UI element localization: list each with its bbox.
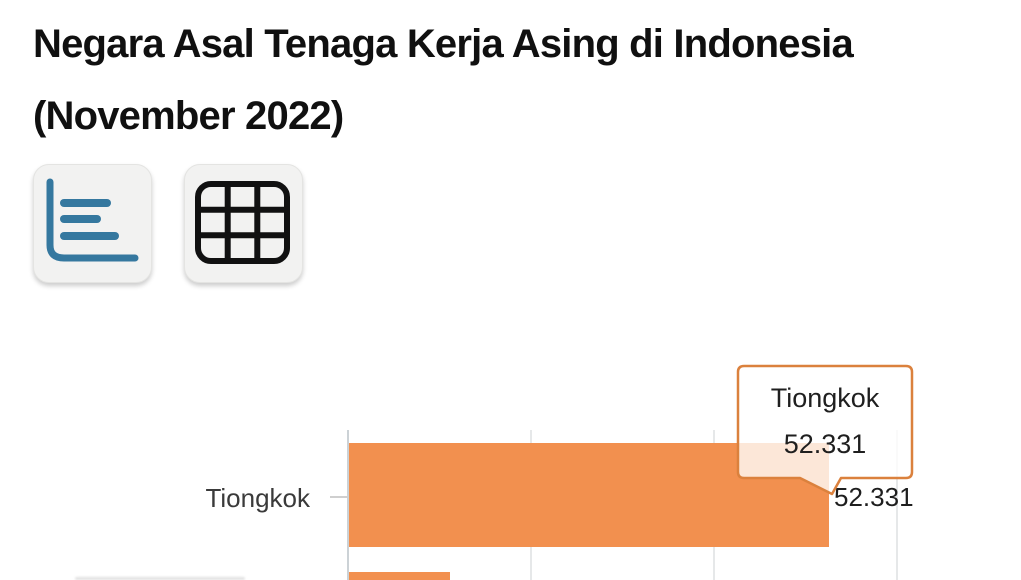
chart-view-button[interactable] [33,164,152,283]
category-label-tiongkok: Tiongkok [205,483,310,513]
page-title-line2: (November 2022) [33,94,344,138]
horizontal-bar-chart-icon [33,162,153,285]
gridline-60000 [896,430,898,580]
page-title-line1: Negara Asal Tenaga Kerja Asing di Indone… [33,22,854,66]
bar-next-partial[interactable] [349,572,450,580]
y-axis-line [347,430,349,580]
page-title: Negara Asal Tenaga Kerja Asing di Indone… [33,8,854,152]
clipped-next-category-label [75,577,245,580]
value-label-tiongkok: 52.331 [834,482,914,512]
tooltip-category-label: Tiongkok [770,383,880,413]
y-axis-tick-tiongkok [330,496,348,498]
bar-tiongkok[interactable] [349,443,829,547]
table-grid-icon [184,162,304,285]
table-view-button[interactable] [184,164,303,283]
